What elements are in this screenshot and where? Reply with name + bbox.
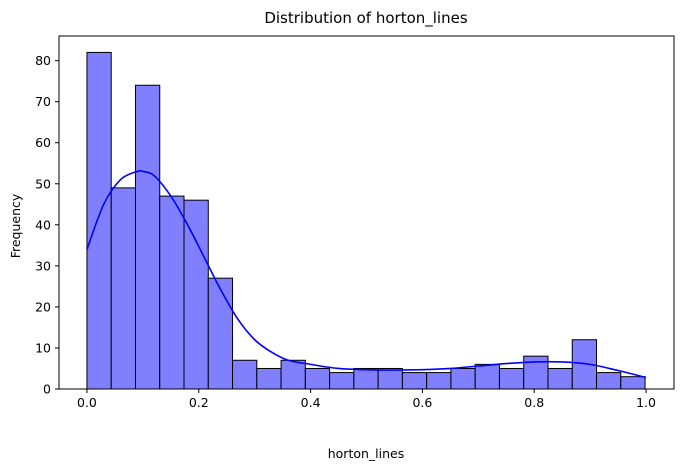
- y-axis-ticks: 0 10 20 30 40 50 60 70 80: [35, 53, 59, 397]
- y-tick-label: 30: [35, 258, 51, 273]
- y-tick-label: 60: [35, 135, 51, 150]
- histogram-bar: [256, 367, 282, 390]
- kde-curve: [86, 169, 647, 379]
- y-axis-label: Frequency: [8, 193, 23, 258]
- histogram-bar: [377, 367, 403, 390]
- histogram-bar: [401, 372, 428, 390]
- y-tick-label: 50: [35, 176, 51, 191]
- y-tick-label: 0: [43, 382, 51, 397]
- histogram-bar: [353, 367, 379, 390]
- histogram-bar: [207, 277, 234, 390]
- histogram-bar: [620, 376, 646, 390]
- histogram-bar: [547, 367, 573, 390]
- histogram-bar: [86, 51, 112, 390]
- x-tick-label: 0.6: [412, 395, 432, 410]
- y-tick-label: 80: [35, 53, 51, 68]
- histogram-bar: [329, 372, 355, 390]
- histogram-bar: [280, 359, 306, 390]
- chart-title: Distribution of horton_lines: [264, 9, 467, 28]
- histogram-bars: [86, 51, 646, 390]
- histogram-bar: [232, 359, 258, 390]
- y-tick-label: 10: [35, 340, 51, 355]
- histogram-bar: [304, 367, 331, 390]
- histogram-bar: [134, 84, 161, 390]
- x-axis-ticks: 0.0 0.2 0.4 0.6 0.8 1.0: [77, 389, 656, 410]
- x-tick-label: 0.8: [524, 395, 544, 410]
- y-tick-label: 20: [35, 299, 51, 314]
- histogram-bar: [110, 187, 136, 390]
- x-tick-label: 1.0: [636, 395, 656, 410]
- x-axis-label: horton_lines: [328, 446, 405, 461]
- histogram-bar: [474, 363, 500, 390]
- y-tick-label: 40: [35, 217, 51, 232]
- histogram-bar: [159, 195, 185, 390]
- x-tick-label: 0.4: [301, 395, 321, 410]
- histogram-bar: [596, 372, 622, 390]
- histogram-bar: [183, 199, 209, 390]
- y-tick-label: 70: [35, 94, 51, 109]
- plot-frame: [58, 35, 675, 390]
- histogram-bar: [498, 367, 525, 390]
- histogram-bar: [450, 367, 476, 390]
- x-tick-label: 0.0: [77, 395, 97, 410]
- histogram-bar: [426, 372, 452, 390]
- x-tick-label: 0.2: [189, 395, 209, 410]
